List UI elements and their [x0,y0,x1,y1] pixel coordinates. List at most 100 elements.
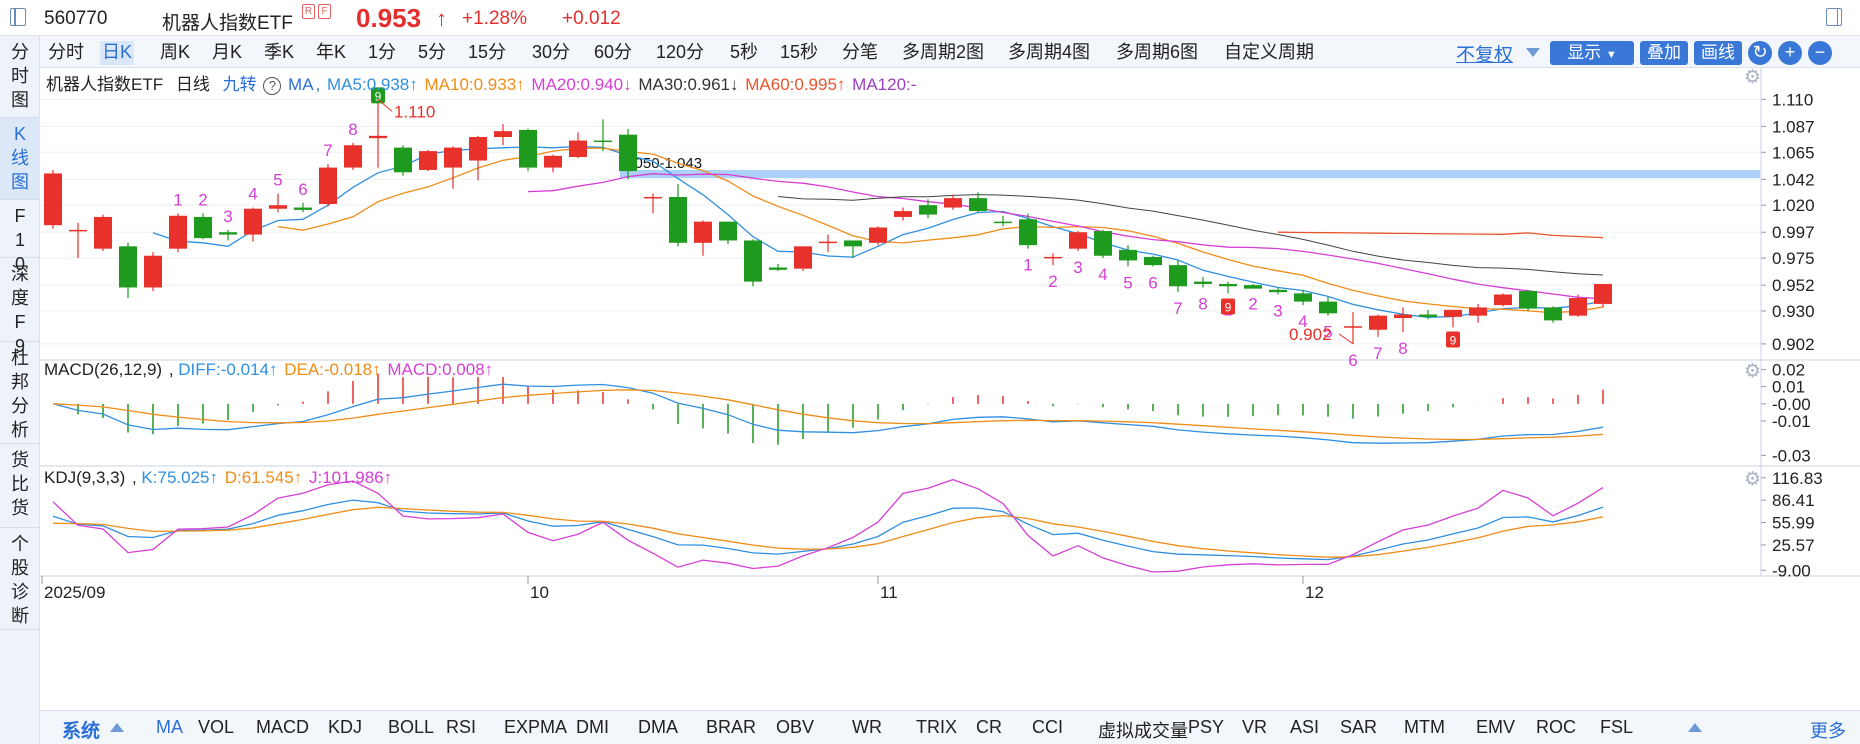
indicator-vr[interactable]: VR [1242,717,1268,737]
indicator-cci[interactable]: CCI [1032,717,1063,737]
indicator-boll[interactable]: BOLL [388,717,435,737]
draw-line-button[interactable]: 画线 [1694,41,1742,65]
tab-multi-6[interactable]: 多周期6图 [1116,42,1199,62]
sidebar-toggle-icon[interactable] [10,8,26,26]
legend-ma60: MA60:0.995↑ [745,75,846,94]
chevron-up-icon[interactable] [110,723,124,732]
indicator-psy[interactable]: PSY [1188,717,1225,737]
candle-body [1394,314,1412,319]
candle-body [1469,307,1487,316]
indicator-cr[interactable]: CR [976,717,1002,737]
candle-body [794,246,812,269]
sidebar-item-diagnosis[interactable]: 个股诊断 [0,528,40,630]
overlay-button[interactable]: 叠加 [1640,41,1688,65]
restore-rights-dropdown[interactable]: 不复权 [1456,45,1514,66]
chart-area[interactable]: 1.110 1.087 1.065 1.042 1.020 0.997 0.975 0.952… [40,67,1860,708]
candle-body [244,208,262,235]
candle-body [1019,219,1037,246]
high-label: 1.110 [394,102,435,121]
sidebar-item-timeshare[interactable]: 分时图 [0,36,40,118]
kdj-legend: KDJ(9,3,3) , K:75.025↑ D:61.545↑ J:101.9… [44,468,393,487]
tab-day-k[interactable]: 日K [100,41,135,65]
kline-chart-svg[interactable]: 1.110 1.087 1.065 1.042 1.020 0.997 0.975 0.952… [40,68,1860,708]
indicator-asi[interactable]: ASI [1290,717,1320,737]
candle-body [1344,326,1362,328]
candle-body [1044,256,1062,259]
tab-year-k[interactable]: 年K [316,42,347,62]
change-amount: +0.012 [562,8,621,29]
indicator-obv[interactable]: OBV [776,717,815,737]
indicator-sar[interactable]: SAR [1340,717,1378,737]
macd-title[interactable]: MACD(26,12,9) [44,360,163,379]
legend-jiuzhuan[interactable]: 九转 [222,75,257,94]
jiuzhuan-number: 7 [1373,344,1382,363]
sidebar-item-depth[interactable]: 深度F9 [0,258,40,356]
indicator-brar[interactable]: BRAR [706,717,757,737]
sidebar-item-dupont[interactable]: 杜邦分析 [0,342,40,444]
indicator-macd[interactable]: MACD [256,717,309,737]
gear-icon[interactable]: ⚙ [1744,469,1762,490]
right-panel-toggle-icon[interactable] [1826,8,1842,26]
help-icon[interactable]: ? [263,77,282,95]
indicator-expma[interactable]: EXPMA [504,717,568,737]
indicator-mtm[interactable]: MTM [1404,717,1445,737]
chevron-up-icon[interactable] [1688,723,1702,732]
indicator-kdj[interactable]: KDJ [328,717,363,737]
gear-icon[interactable]: ⚙ [1744,67,1762,88]
sidebar-item-compare[interactable]: 货比货 [0,444,40,528]
zoom-out-icon[interactable]: − [1808,41,1832,65]
tab-timeshare[interactable]: 分时 [48,42,84,62]
indicator-rsi[interactable]: RSI [446,717,477,737]
macd-legend: MACD(26,12,9) , DIFF:-0.014↑ DEA:-0.018↑… [44,360,494,379]
system-indicator-menu[interactable]: 系统 [62,721,101,742]
legend-ma[interactable]: MA [288,75,314,94]
macd-value: MACD:0.008↑ [387,360,494,379]
indicator-trix[interactable]: TRIX [916,717,958,737]
sidebar-item-f10[interactable]: F10 [0,200,40,274]
indicator-虚拟成交量[interactable]: 虚拟成交量 [1098,721,1188,741]
tab-custom-period[interactable]: 自定义周期 [1224,42,1314,62]
tab-120min[interactable]: 120分 [656,42,705,62]
indicator-dmi[interactable]: DMI [576,717,609,737]
tab-tick[interactable]: 分笔 [842,42,878,62]
candle-body [694,221,712,243]
more-link[interactable]: 更多 [1810,721,1846,741]
tab-15min[interactable]: 15分 [468,42,507,62]
candle-body [1294,293,1312,302]
refresh-icon[interactable]: ↻ [1748,41,1772,65]
display-button[interactable]: 显示 ▼ [1550,41,1634,65]
nine-badge [371,87,385,104]
tab-5min[interactable]: 5分 [418,42,447,62]
tab-60min[interactable]: 60分 [594,42,633,62]
chevron-down-icon[interactable] [1526,48,1540,57]
tab-1min[interactable]: 1分 [368,42,397,62]
sidebar-item-kline[interactable]: K线图 [0,118,40,200]
tab-15sec[interactable]: 15秒 [780,42,819,62]
macd-dea: DEA:-0.018↑ [284,360,381,379]
indicator-fsl[interactable]: FSL [1600,717,1634,737]
candle-body [444,147,462,168]
tab-multi-2[interactable]: 多周期2图 [902,42,985,62]
indicator-roc[interactable]: ROC [1536,717,1576,737]
candle-body [969,198,987,212]
indicator-wr[interactable]: WR [852,717,882,737]
tab-quarter-k[interactable]: 季K [264,42,295,62]
tab-multi-4[interactable]: 多周期4图 [1008,42,1091,62]
indicator-ma[interactable]: MA [156,717,183,737]
indicator-dma[interactable]: DMA [638,717,678,737]
candle-body [594,140,612,143]
tab-5sec[interactable]: 5秒 [730,42,759,62]
tab-month-k[interactable]: 月K [212,42,243,62]
current-price: 0.953 [356,3,422,33]
up-arrow-icon: ↑ [436,6,447,31]
candle-body [819,241,837,244]
tab-week-k[interactable]: 周K [160,42,191,62]
low-label: 0.902 [1289,325,1332,344]
indicator-emv[interactable]: EMV [1476,717,1516,737]
zoom-in-icon[interactable]: + [1778,41,1802,65]
tab-30min[interactable]: 30分 [532,42,571,62]
indicator-vol[interactable]: VOL [198,717,235,737]
macd-tick-label: -0.01 [1772,412,1811,431]
gear-icon[interactable]: ⚙ [1744,361,1762,382]
kdj-title[interactable]: KDJ(9,3,3) [44,468,126,487]
